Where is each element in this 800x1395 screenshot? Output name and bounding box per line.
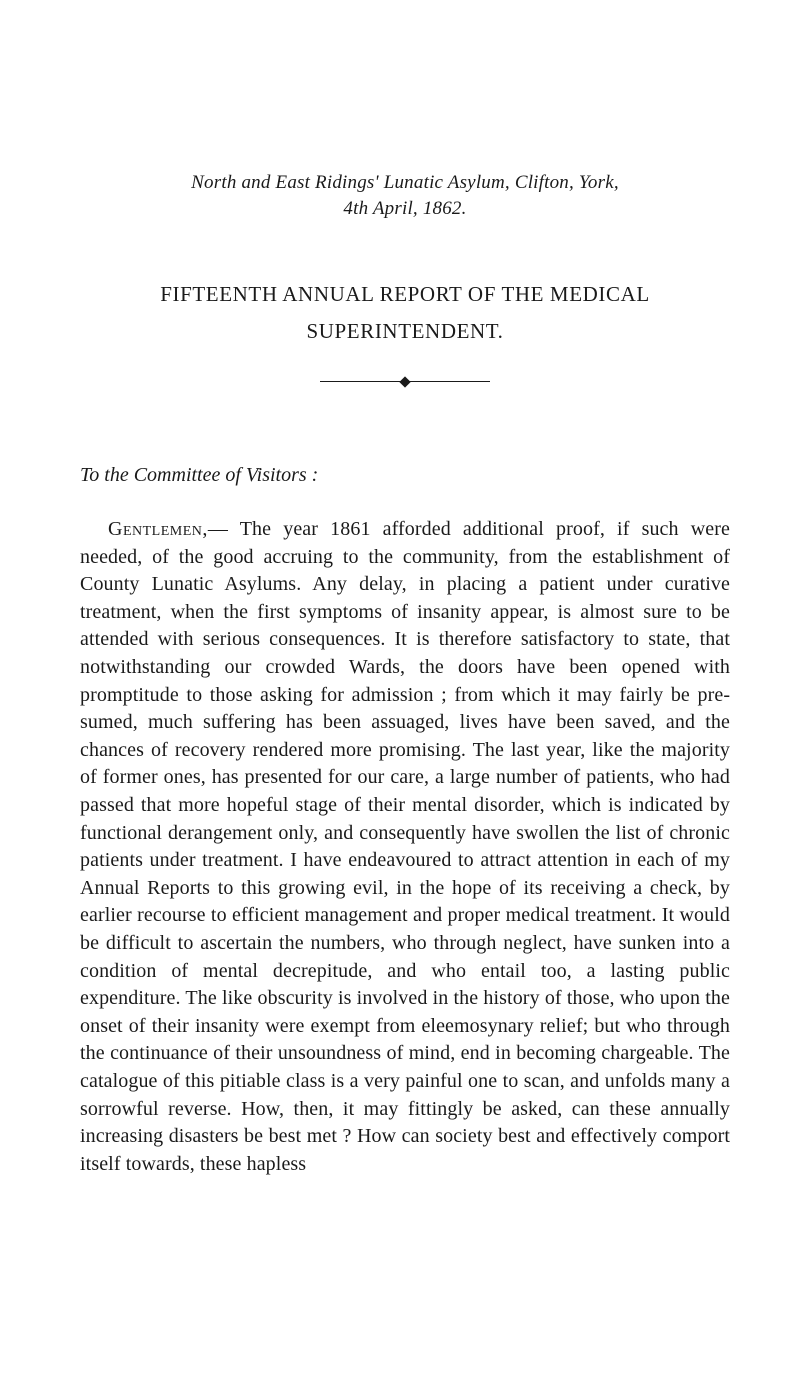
ornamental-rule: [80, 370, 730, 392]
body-text-content: — The year 1861 afforded additional proo…: [80, 518, 730, 1175]
body-paragraph: Gentlemen,— The year 1861 afforded addit…: [80, 516, 730, 1178]
report-source-header: North and East Ridings' Lunatic Asylum, …: [80, 170, 730, 222]
salutation: Gentlemen,: [108, 518, 208, 540]
page: North and East Ridings' Lunatic Asylum, …: [0, 0, 800, 1395]
report-title: FIFTEENTH ANNUAL REPORT OF THE MEDICAL: [80, 280, 730, 309]
addressee-line: To the Committee of Visitors :: [80, 462, 730, 490]
divider-icon: [320, 381, 490, 382]
report-subtitle: SUPERINTENDENT.: [80, 317, 730, 346]
header-line-1: North and East Ridings' Lunatic Asylum, …: [80, 170, 730, 196]
header-line-2: 4th April, 1862.: [80, 196, 730, 222]
